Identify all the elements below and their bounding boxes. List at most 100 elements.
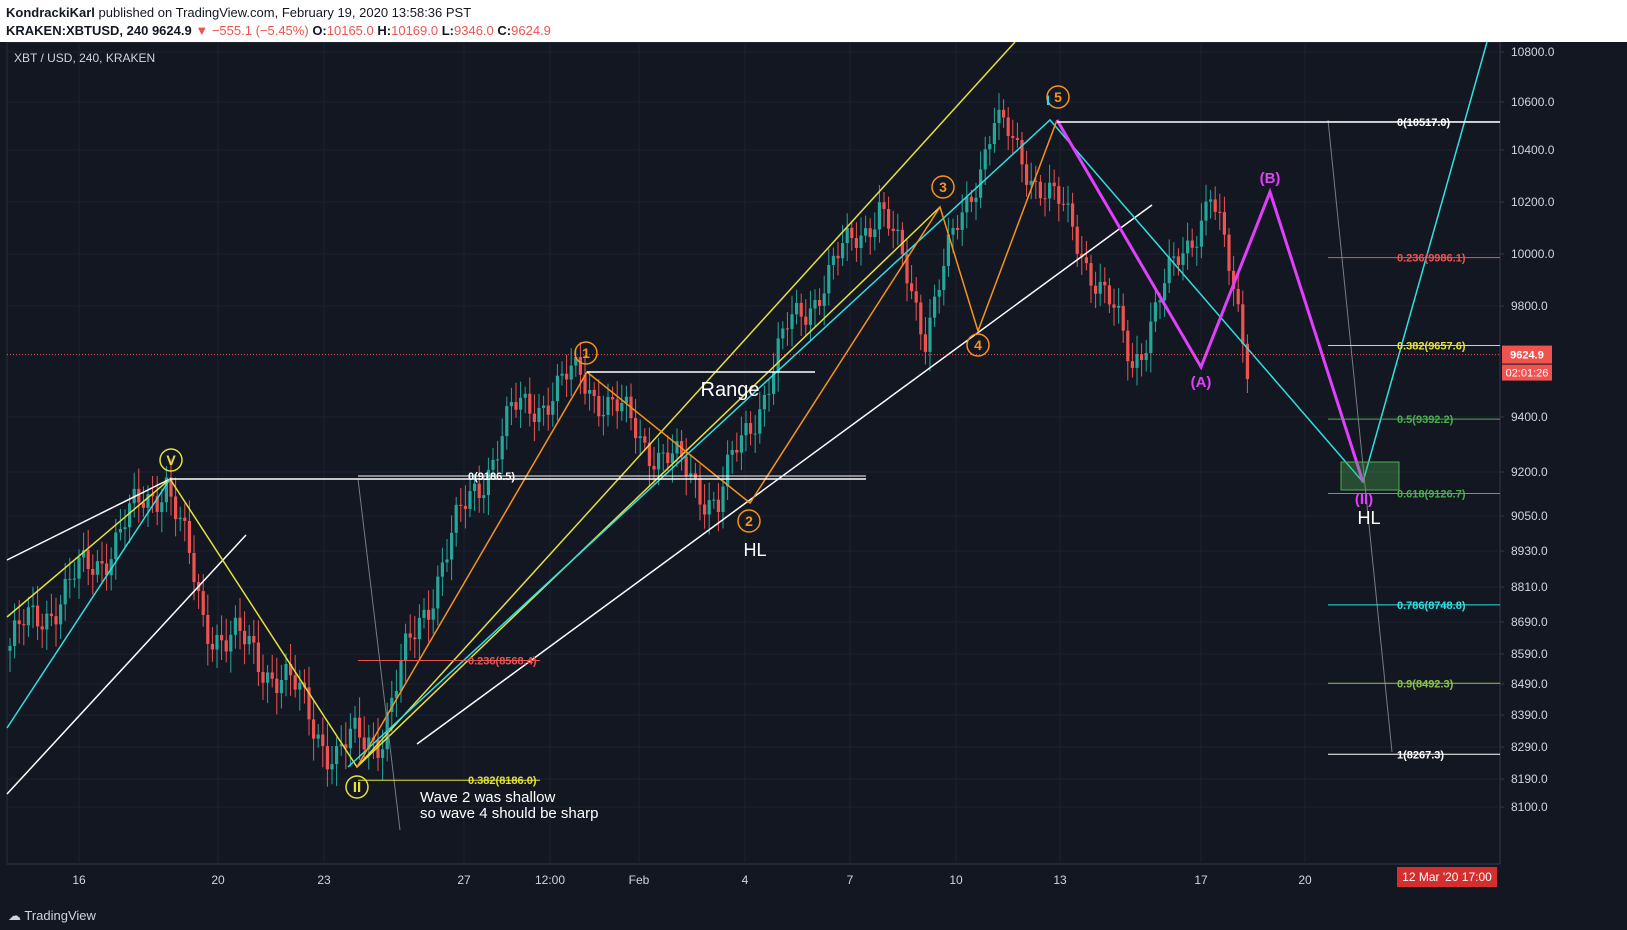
y-tick-label: 9400.0 xyxy=(1511,410,1548,424)
candle-body xyxy=(128,503,132,528)
target-zone-box xyxy=(1340,461,1400,491)
candle-body xyxy=(445,559,449,563)
candle-body xyxy=(799,302,803,317)
candle-body xyxy=(192,552,196,583)
projection-dotted xyxy=(357,478,401,831)
tradingview-logo[interactable]: ☁ TradingView xyxy=(8,908,96,923)
candle-body xyxy=(1015,137,1019,141)
candle-body xyxy=(1117,305,1121,308)
candle-body xyxy=(703,504,707,515)
candle-body xyxy=(569,365,573,380)
candle-body xyxy=(1025,164,1029,185)
candle-body xyxy=(933,296,937,318)
candle-body xyxy=(68,578,72,580)
candle-body xyxy=(647,442,651,467)
fib-level-label: 0.618(9126.7) xyxy=(1397,489,1466,501)
candle-body xyxy=(997,109,1001,124)
candle-body xyxy=(413,637,417,640)
candle-body xyxy=(1213,199,1217,212)
candle-body xyxy=(1176,256,1180,265)
candle-body xyxy=(859,235,863,248)
candle-body xyxy=(141,502,145,508)
candle-body xyxy=(105,563,109,576)
wave-label: (A) xyxy=(1191,374,1212,391)
candle-body xyxy=(574,357,578,366)
candle-body xyxy=(588,389,592,394)
candle-body xyxy=(229,634,233,652)
price-tag-bg xyxy=(1502,345,1552,364)
candle-body xyxy=(891,228,895,231)
wave-label-circle xyxy=(1046,85,1070,109)
candle-body xyxy=(1061,203,1065,205)
candle-body xyxy=(845,227,849,244)
candle-body xyxy=(808,308,812,325)
candle-body xyxy=(427,609,431,620)
candle-body xyxy=(49,613,53,617)
wave-label: 2 xyxy=(745,513,753,529)
candle-body xyxy=(900,229,904,255)
y-tick-label: 10600.0 xyxy=(1511,95,1555,109)
candle-body xyxy=(486,469,490,496)
candle-body xyxy=(652,466,656,470)
candle-body xyxy=(956,227,960,230)
candle-body xyxy=(528,393,532,414)
wave-path-cyan xyxy=(6,478,171,729)
candle-body xyxy=(243,630,247,645)
candle-body xyxy=(473,483,477,492)
candle-body xyxy=(960,212,964,230)
wave-label: 3 xyxy=(939,179,947,195)
candle-body xyxy=(1126,330,1130,362)
trend-line-white xyxy=(416,204,1153,745)
candle-body xyxy=(450,532,454,560)
fib-level-label: 0.9(8492.3) xyxy=(1397,678,1454,690)
x-tick-label: 23 xyxy=(317,873,331,887)
author-name[interactable]: KondrackiKarl xyxy=(6,5,95,20)
candle-body xyxy=(1052,182,1056,187)
candle-body xyxy=(781,328,785,339)
y-tick-label: 8810.0 xyxy=(1511,580,1548,594)
candle-body xyxy=(767,393,771,395)
candle-body xyxy=(620,403,624,412)
candle-body xyxy=(1098,281,1102,294)
chart-annotation: so wave 4 should be sharp xyxy=(420,805,598,822)
candle-body xyxy=(785,328,789,330)
candle-body xyxy=(1089,263,1093,286)
candle-body xyxy=(183,517,187,521)
candle-body xyxy=(514,402,518,410)
candle-body xyxy=(758,409,762,434)
candle-body xyxy=(77,557,81,579)
candle-body xyxy=(26,607,30,626)
candle-body xyxy=(1121,305,1125,331)
wave-path-cyan xyxy=(347,42,1488,768)
candle-body xyxy=(422,609,426,618)
candle-body xyxy=(537,407,541,423)
candle-body xyxy=(969,196,973,202)
candle-body xyxy=(367,737,371,750)
price-chart[interactable]: 10800.0 10600.0 10400.0 10200.0 10000.0 9800.… xyxy=(0,42,1627,900)
candle-body xyxy=(82,550,86,558)
candle-body xyxy=(1158,300,1162,303)
candle-body xyxy=(836,255,840,259)
candle-body xyxy=(1167,257,1171,284)
candle-body xyxy=(937,290,941,297)
candle-body xyxy=(854,238,858,248)
candle-body xyxy=(661,452,665,454)
x-tick-label: 13 xyxy=(1053,873,1067,887)
candle-body xyxy=(1103,281,1107,286)
wave-label: V xyxy=(166,452,176,468)
candle-body xyxy=(1195,246,1199,248)
candle-body xyxy=(40,626,44,630)
candle-body xyxy=(353,717,357,729)
candle-body xyxy=(721,486,725,512)
candle-body xyxy=(1107,285,1111,305)
x-tick-label: 20 xyxy=(1298,873,1312,887)
x-tick-label: 16 xyxy=(72,873,86,887)
candle-body xyxy=(404,633,408,661)
candle-body xyxy=(565,373,569,380)
publish-line: KondrackiKarl published on TradingView.c… xyxy=(6,5,471,20)
candle-body xyxy=(1153,302,1157,322)
close-label: C: xyxy=(497,23,512,38)
candle-body xyxy=(509,402,513,407)
candle-body xyxy=(928,317,932,352)
candle-body xyxy=(583,374,587,394)
